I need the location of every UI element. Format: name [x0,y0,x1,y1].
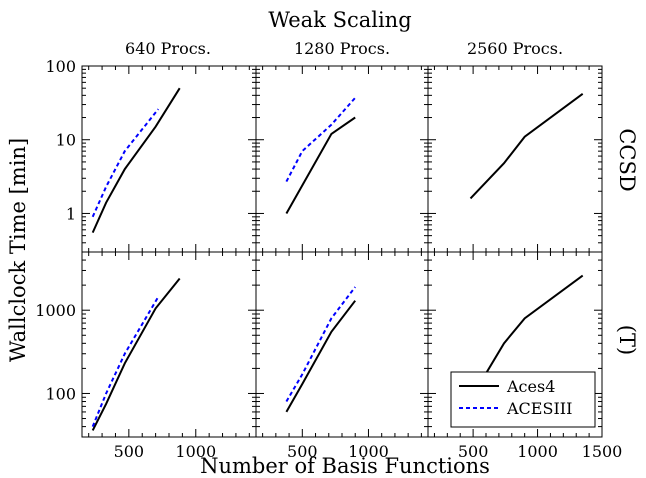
panel-frame [427,65,603,253]
panel-frame [427,251,603,438]
y-tick-label: 10 [56,131,76,150]
chart-title: Weak Scaling [268,8,411,32]
x-tick-label: 1500 [582,442,623,461]
row-label-1: (T) [615,325,639,355]
y-axis-label: Wallclock Time [min] [6,138,30,362]
x-tick-label: 1000 [517,442,558,461]
series-line-acesiii [91,296,160,427]
plot-area: 1 10 100 100 1000 500 1000 500 1000 500 1000 1500 Ac… [35,57,622,461]
x-tick-label: 1000 [175,442,216,461]
x-tick-label: 1000 [348,442,389,461]
x-axis-label: Number of Basis Functions [200,454,490,478]
panel-frame [81,65,257,253]
series-line-aces4 [285,116,356,214]
legend-label: ACESIII [506,399,572,418]
legend-label: Aces4 [506,377,555,396]
series-line-aces4 [91,277,181,431]
row-label-0: CCSD [615,128,639,191]
column-title-0: 640 Procs. [125,39,211,58]
x-tick-label: 500 [114,442,145,461]
series-line-acesiii [285,286,356,403]
column-title-1: 1280 Procs. [294,39,390,58]
x-tick-label: 500 [458,442,489,461]
series-line-aces4 [285,300,356,413]
panel-frame [255,65,429,253]
y-tick-label: 1000 [35,301,76,320]
y-tick-label: 100 [45,384,76,403]
column-title-2: 2560 Procs. [467,39,563,58]
series-line-aces4 [469,92,584,200]
series-line-acesiii [285,97,356,183]
series-line-acesiii [91,108,160,218]
x-tick-label: 500 [287,442,318,461]
y-tick-label: 1 [66,204,76,223]
panel-frame [81,251,257,438]
legend-box [450,371,596,428]
y-tick-label: 100 [45,57,76,76]
series-line-aces4 [91,87,181,234]
series-line-aces4 [469,274,584,400]
panel-frame [255,251,429,438]
